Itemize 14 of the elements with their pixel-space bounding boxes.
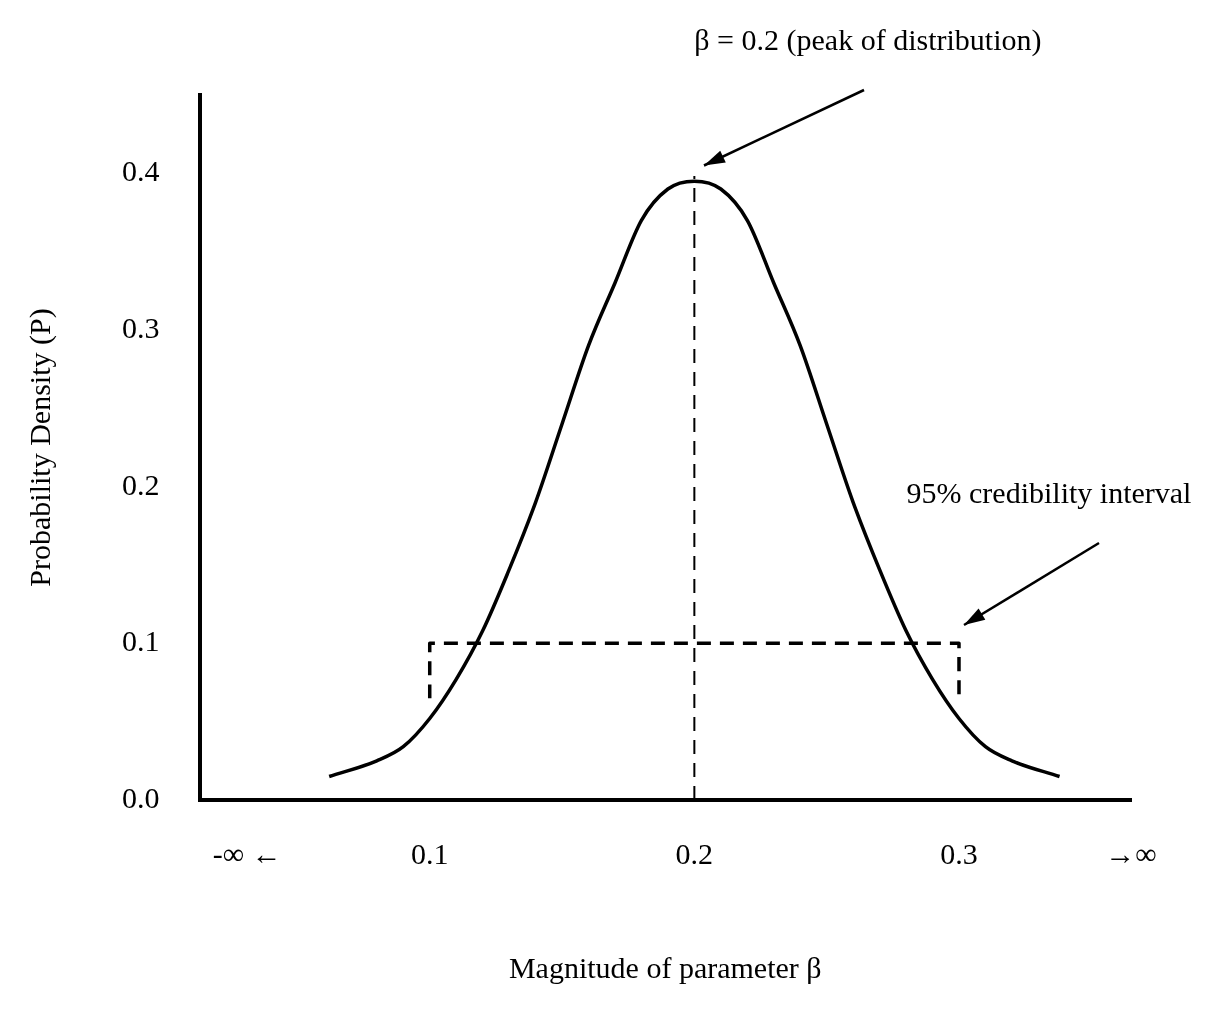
x-axis-title: Magnitude of parameter β	[508, 950, 822, 984]
x-tick-label: →∞	[1105, 836, 1157, 870]
y-tick-label: 0.0	[122, 780, 160, 814]
y-axis-title: Probability Density (P)	[22, 308, 57, 587]
annotation: 95% credibility interval	[906, 476, 1192, 510]
y-tick-label: 0.3	[122, 310, 160, 344]
x-tick-label: 0.3	[940, 836, 978, 870]
x-tick-label: 0.2	[675, 836, 714, 870]
y-tick-label: 0.1	[122, 624, 160, 658]
x-tick-label: 0.1	[410, 836, 449, 870]
y-tick-label: 0.2	[122, 467, 160, 501]
ref-line-label: β = 0.2 (peak of distribution)	[694, 22, 1042, 57]
y-tick-label: 0.4	[122, 154, 160, 188]
x-tick-label: -∞ ←	[212, 836, 282, 870]
